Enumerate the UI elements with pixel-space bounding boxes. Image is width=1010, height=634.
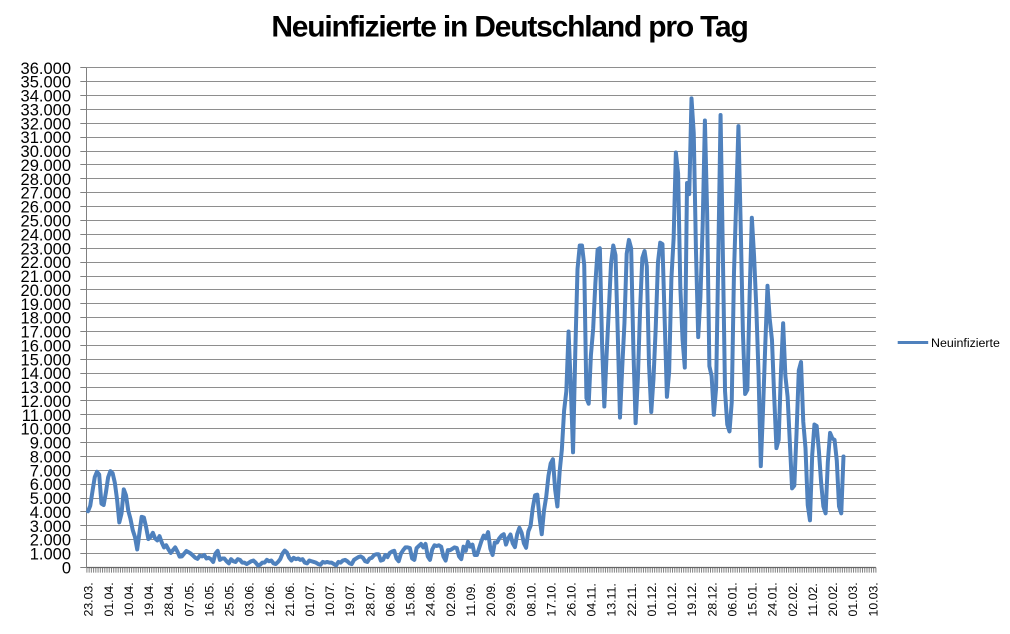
svg-text:11.000: 11.000 — [22, 407, 71, 425]
svg-text:3.000: 3.000 — [30, 518, 71, 536]
svg-text:15.01.: 15.01. — [746, 582, 760, 616]
svg-text:24.01.: 24.01. — [766, 582, 780, 616]
svg-text:29.09.: 29.09. — [504, 582, 518, 616]
svg-text:01.12.: 01.12. — [645, 582, 659, 616]
svg-text:01.03.: 01.03. — [846, 582, 860, 616]
svg-text:22.11.: 22.11. — [625, 583, 639, 616]
svg-text:24.08.: 24.08. — [424, 582, 438, 616]
svg-text:13.11.: 13.11. — [605, 583, 619, 616]
svg-text:17.10.: 17.10. — [544, 582, 558, 616]
svg-text:28.000: 28.000 — [21, 171, 71, 189]
svg-text:01.07.: 01.07. — [303, 582, 317, 616]
svg-text:21.06.: 21.06. — [283, 582, 297, 616]
svg-text:24.000: 24.000 — [21, 226, 71, 244]
svg-text:11.09.: 11.09. — [464, 583, 478, 616]
svg-text:9.000: 9.000 — [30, 435, 71, 453]
svg-text:16.000: 16.000 — [21, 337, 71, 355]
svg-text:06.01.: 06.01. — [725, 582, 739, 616]
svg-text:35.000: 35.000 — [21, 74, 71, 92]
svg-text:16.05.: 16.05. — [202, 582, 216, 616]
svg-text:10.12.: 10.12. — [665, 582, 679, 616]
svg-text:15.08.: 15.08. — [404, 582, 418, 616]
svg-text:23.000: 23.000 — [21, 240, 71, 258]
svg-text:12.000: 12.000 — [21, 393, 71, 411]
svg-text:06.08.: 06.08. — [383, 582, 397, 616]
svg-text:7.000: 7.000 — [30, 462, 71, 480]
svg-text:19.000: 19.000 — [21, 296, 71, 314]
svg-text:17.000: 17.000 — [21, 324, 71, 342]
svg-text:28.07.: 28.07. — [363, 582, 377, 616]
svg-text:8.000: 8.000 — [30, 448, 71, 466]
svg-text:19.12.: 19.12. — [685, 582, 699, 616]
svg-text:10.000: 10.000 — [21, 421, 71, 439]
svg-text:10.04.: 10.04. — [122, 582, 136, 616]
svg-text:5.000: 5.000 — [30, 490, 71, 508]
svg-text:0: 0 — [62, 560, 71, 578]
svg-text:26.10.: 26.10. — [565, 582, 579, 616]
svg-text:25.000: 25.000 — [21, 212, 71, 230]
svg-text:33.000: 33.000 — [21, 101, 71, 119]
svg-text:20.000: 20.000 — [21, 282, 71, 300]
svg-text:6.000: 6.000 — [30, 476, 71, 494]
svg-text:30.000: 30.000 — [21, 143, 71, 161]
svg-text:07.05.: 07.05. — [182, 582, 196, 616]
svg-text:26.000: 26.000 — [21, 199, 71, 217]
svg-text:20.02.: 20.02. — [826, 582, 840, 616]
svg-text:14.000: 14.000 — [21, 365, 71, 383]
svg-text:34.000: 34.000 — [21, 88, 71, 106]
svg-text:20.09.: 20.09. — [484, 582, 498, 616]
svg-text:23.03.: 23.03. — [82, 582, 96, 616]
svg-text:22.000: 22.000 — [21, 254, 71, 272]
svg-text:01.04.: 01.04. — [102, 582, 116, 616]
svg-text:2.000: 2.000 — [30, 532, 71, 550]
svg-text:28.12.: 28.12. — [705, 582, 719, 616]
svg-text:04.11.: 04.11. — [585, 583, 599, 616]
svg-text:18.000: 18.000 — [21, 310, 71, 328]
svg-text:31.000: 31.000 — [21, 129, 71, 147]
svg-text:28.04.: 28.04. — [162, 582, 176, 616]
svg-text:25.05.: 25.05. — [223, 582, 237, 616]
svg-text:19.07.: 19.07. — [343, 582, 357, 616]
svg-text:11.02.: 11.02. — [806, 583, 820, 616]
svg-text:15.000: 15.000 — [21, 351, 71, 369]
svg-text:02.02.: 02.02. — [786, 582, 800, 616]
svg-text:08.10.: 08.10. — [524, 582, 538, 616]
svg-text:02.09.: 02.09. — [444, 582, 458, 616]
svg-text:4.000: 4.000 — [30, 504, 71, 522]
svg-text:32.000: 32.000 — [21, 115, 71, 133]
svg-text:36.000: 36.000 — [21, 60, 71, 78]
svg-text:21.000: 21.000 — [21, 268, 71, 286]
svg-text:13.000: 13.000 — [21, 379, 71, 397]
svg-text:27.000: 27.000 — [21, 185, 71, 203]
svg-text:19.04.: 19.04. — [142, 582, 156, 616]
svg-text:12.06.: 12.06. — [263, 582, 277, 616]
svg-text:Neuinfizierte: Neuinfizierte — [931, 336, 1000, 350]
svg-text:Neuinfizierte in Deutschland p: Neuinfizierte in Deutschland pro Tag — [271, 11, 747, 44]
svg-text:10.03.: 10.03. — [866, 582, 880, 616]
svg-text:10.07.: 10.07. — [323, 582, 337, 616]
svg-text:1.000: 1.000 — [30, 546, 71, 564]
svg-text:03.06.: 03.06. — [243, 582, 257, 616]
svg-text:29.000: 29.000 — [21, 157, 71, 175]
